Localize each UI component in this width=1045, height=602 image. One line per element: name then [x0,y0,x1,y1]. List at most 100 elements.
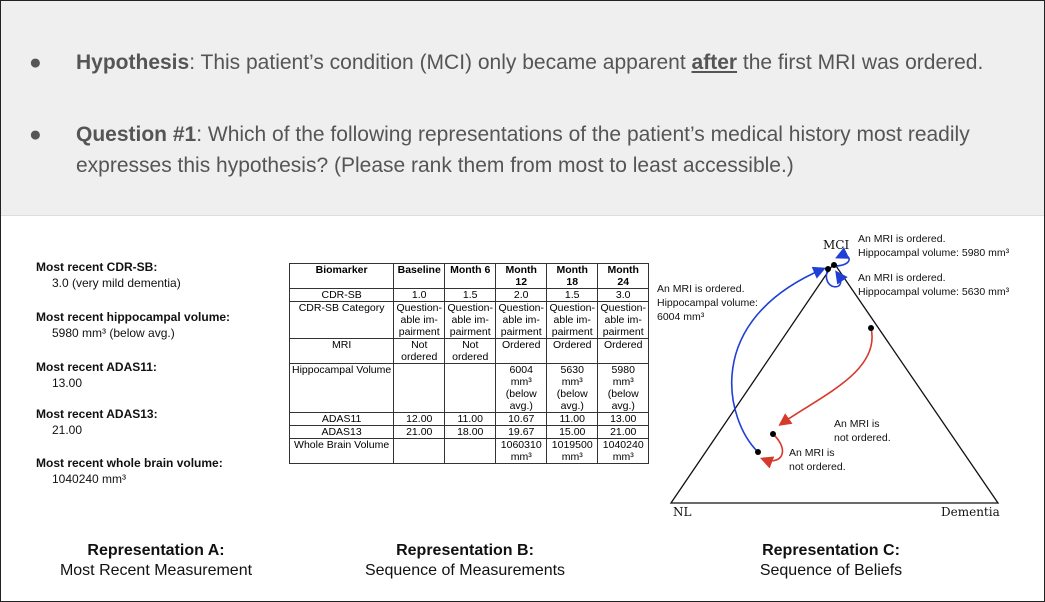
measurement-value: 13.00 [52,376,83,390]
table-cell: 1.5 [546,288,599,302]
table-row: ADAS11 12.00 11.00 10.67 11.00 13.00 [288,412,650,426]
measurement-label: Most recent whole brain volume: [36,456,223,470]
table-cell: 6004 mm³ (below avg.) [495,363,548,413]
bullet: ● Question #1: Which of the following rep… [29,123,970,177]
annotation: An MRI is ordered. [858,272,946,284]
annotation: not ordered. [834,432,891,444]
belief-point [770,431,776,437]
arrow [825,268,848,288]
measurement-value: 21.00 [52,423,83,437]
measurement-label: Most recent CDR-SB: [36,260,158,274]
table-cell: 1040240 mm³ [597,438,650,464]
caption-title: Representation A: [87,542,225,559]
measurement-label: Most recent ADAS11: [36,360,157,374]
table-cell: 5980 mm³ (below avg.) [597,363,650,413]
measurement: Most recent whole brain volume: 1040240 m… [36,456,223,486]
table-row: ADAS13 21.00 18.00 19.67 15.00 21.00 [288,425,650,439]
caption-subtitle: Most Recent Measurement [59,562,253,579]
table-cell: 2.0 [495,288,548,302]
table-cell: Question-able im-pairment [597,301,650,339]
annotation: not ordered. [789,461,846,473]
triangle [669,261,1000,504]
measurement: Most recent hippocampal volume: 5980 mm³ … [36,310,230,340]
caption-title: Representation C: [762,542,900,559]
table-cell: Question-able im-pairment [495,301,548,339]
measurement-value: 5980 mm³ (below avg.) [52,326,175,340]
table-cell: 21.00 [393,425,446,439]
vertex-label: NL [673,505,692,519]
vertex-label: MCI [823,238,849,252]
belief-point [825,266,831,272]
annotation: An MRI is [834,418,880,430]
annotation: An MRI is ordered. [858,233,946,245]
header-cell: Month 12 [495,263,548,289]
table-cell [444,363,497,413]
arrow [731,266,826,453]
annotation: Hippocampal volume: 5630 mm³ [858,286,1010,298]
header-cell: Biomarker [288,263,395,289]
measurement-label: Most recent hippocampal volume: [36,310,231,324]
header-cell: Month 24 [597,263,650,289]
table-cell: Question-able im-pairment [444,301,497,339]
bullet-label: Hypothesis [76,51,190,74]
annotation: Hippocampal volume: 5980 mm³ [858,247,1010,259]
table-cell: MRI [288,338,395,364]
table-cell: 1019500 mm³ [546,438,599,464]
bullet-text: : Which of the following representations… [76,123,970,177]
measurement-value: 3.0 (very mild dementia) [52,276,181,290]
table-row: MRI Not ordered Not ordered Ordered Ordered O… [288,338,650,364]
belief-point [831,262,837,268]
arrow [778,327,873,426]
arrow [760,433,784,469]
table-cell: 21.00 [597,425,650,439]
table-row: CDR-SB 1.0 1.5 2.0 1.5 3.0 [288,288,650,302]
table-cell: CDR-SB [288,288,395,302]
table-cell: 1.0 [393,288,446,302]
header-row: Biomarker Baseline Month 6 Month 12 Month 18… [288,263,650,289]
caption-subtitle: Sequence of Beliefs [759,562,903,579]
measurement-table: Biomarker Baseline Month 6 Month 12 Month 18… [288,263,650,464]
table-cell: 13.00 [597,412,650,426]
measurement: Most recent CDR-SB: 3.0 (very mild dement… [36,260,181,290]
table-cell: ADAS13 [288,425,395,439]
table-cell: Not ordered [444,338,497,364]
table-cell: Whole Brain Volume [288,438,395,464]
table-cell: Ordered [546,338,599,364]
header-cell: Month 18 [546,263,599,289]
caption-subtitle: Sequence of Measurements [364,562,566,579]
table-cell: Question-able im-pairment [393,301,446,339]
caption: Representation C: Sequence of Beliefs [681,541,981,581]
table-cell: 1060310 mm³ [495,438,548,464]
table-row: Hippocampal Volume 6004 mm³ (below avg.) 5… [288,363,650,413]
bullet: ● Hypothesis: This patient’s condition (M… [29,51,984,74]
belief-point [755,449,761,455]
bullet-emphasis: after [691,51,738,74]
table-cell: 1.5 [444,288,497,302]
measurement-label: Most recent ADAS13: [36,407,158,421]
table-cell: 15.00 [546,425,599,439]
table-row: Whole Brain Volume 1060310 mm³ 1019500 mm³… [288,438,650,464]
belief-point [868,325,874,331]
table-cell: Hippocampal Volume [288,363,395,413]
annotation: An MRI is [789,447,835,459]
table-cell: Ordered [495,338,548,364]
arrow [833,247,850,267]
caption: Representation B: Sequence of Measurement… [315,541,615,581]
table-cell [393,438,446,464]
measurement: Most recent ADAS11: 13.00 [36,360,157,390]
table-cell: Ordered [597,338,650,364]
measurement-value: 1040240 mm³ [52,472,127,486]
bullet-text: the first MRI was ordered. [737,51,984,74]
caption-title: Representation B: [396,542,534,559]
table-cell: 19.67 [495,425,548,439]
table-cell [393,363,446,413]
bullet-label: Question #1 [76,123,197,146]
table-cell: 10.67 [495,412,548,426]
annotation: 6004 mm³ [657,311,705,323]
table-cell: ADAS11 [288,412,395,426]
table-cell: Not ordered [393,338,446,364]
header-cell: Baseline [393,263,446,289]
table-cell [444,438,497,464]
table-cell: Question-able im-pairment [546,301,599,339]
